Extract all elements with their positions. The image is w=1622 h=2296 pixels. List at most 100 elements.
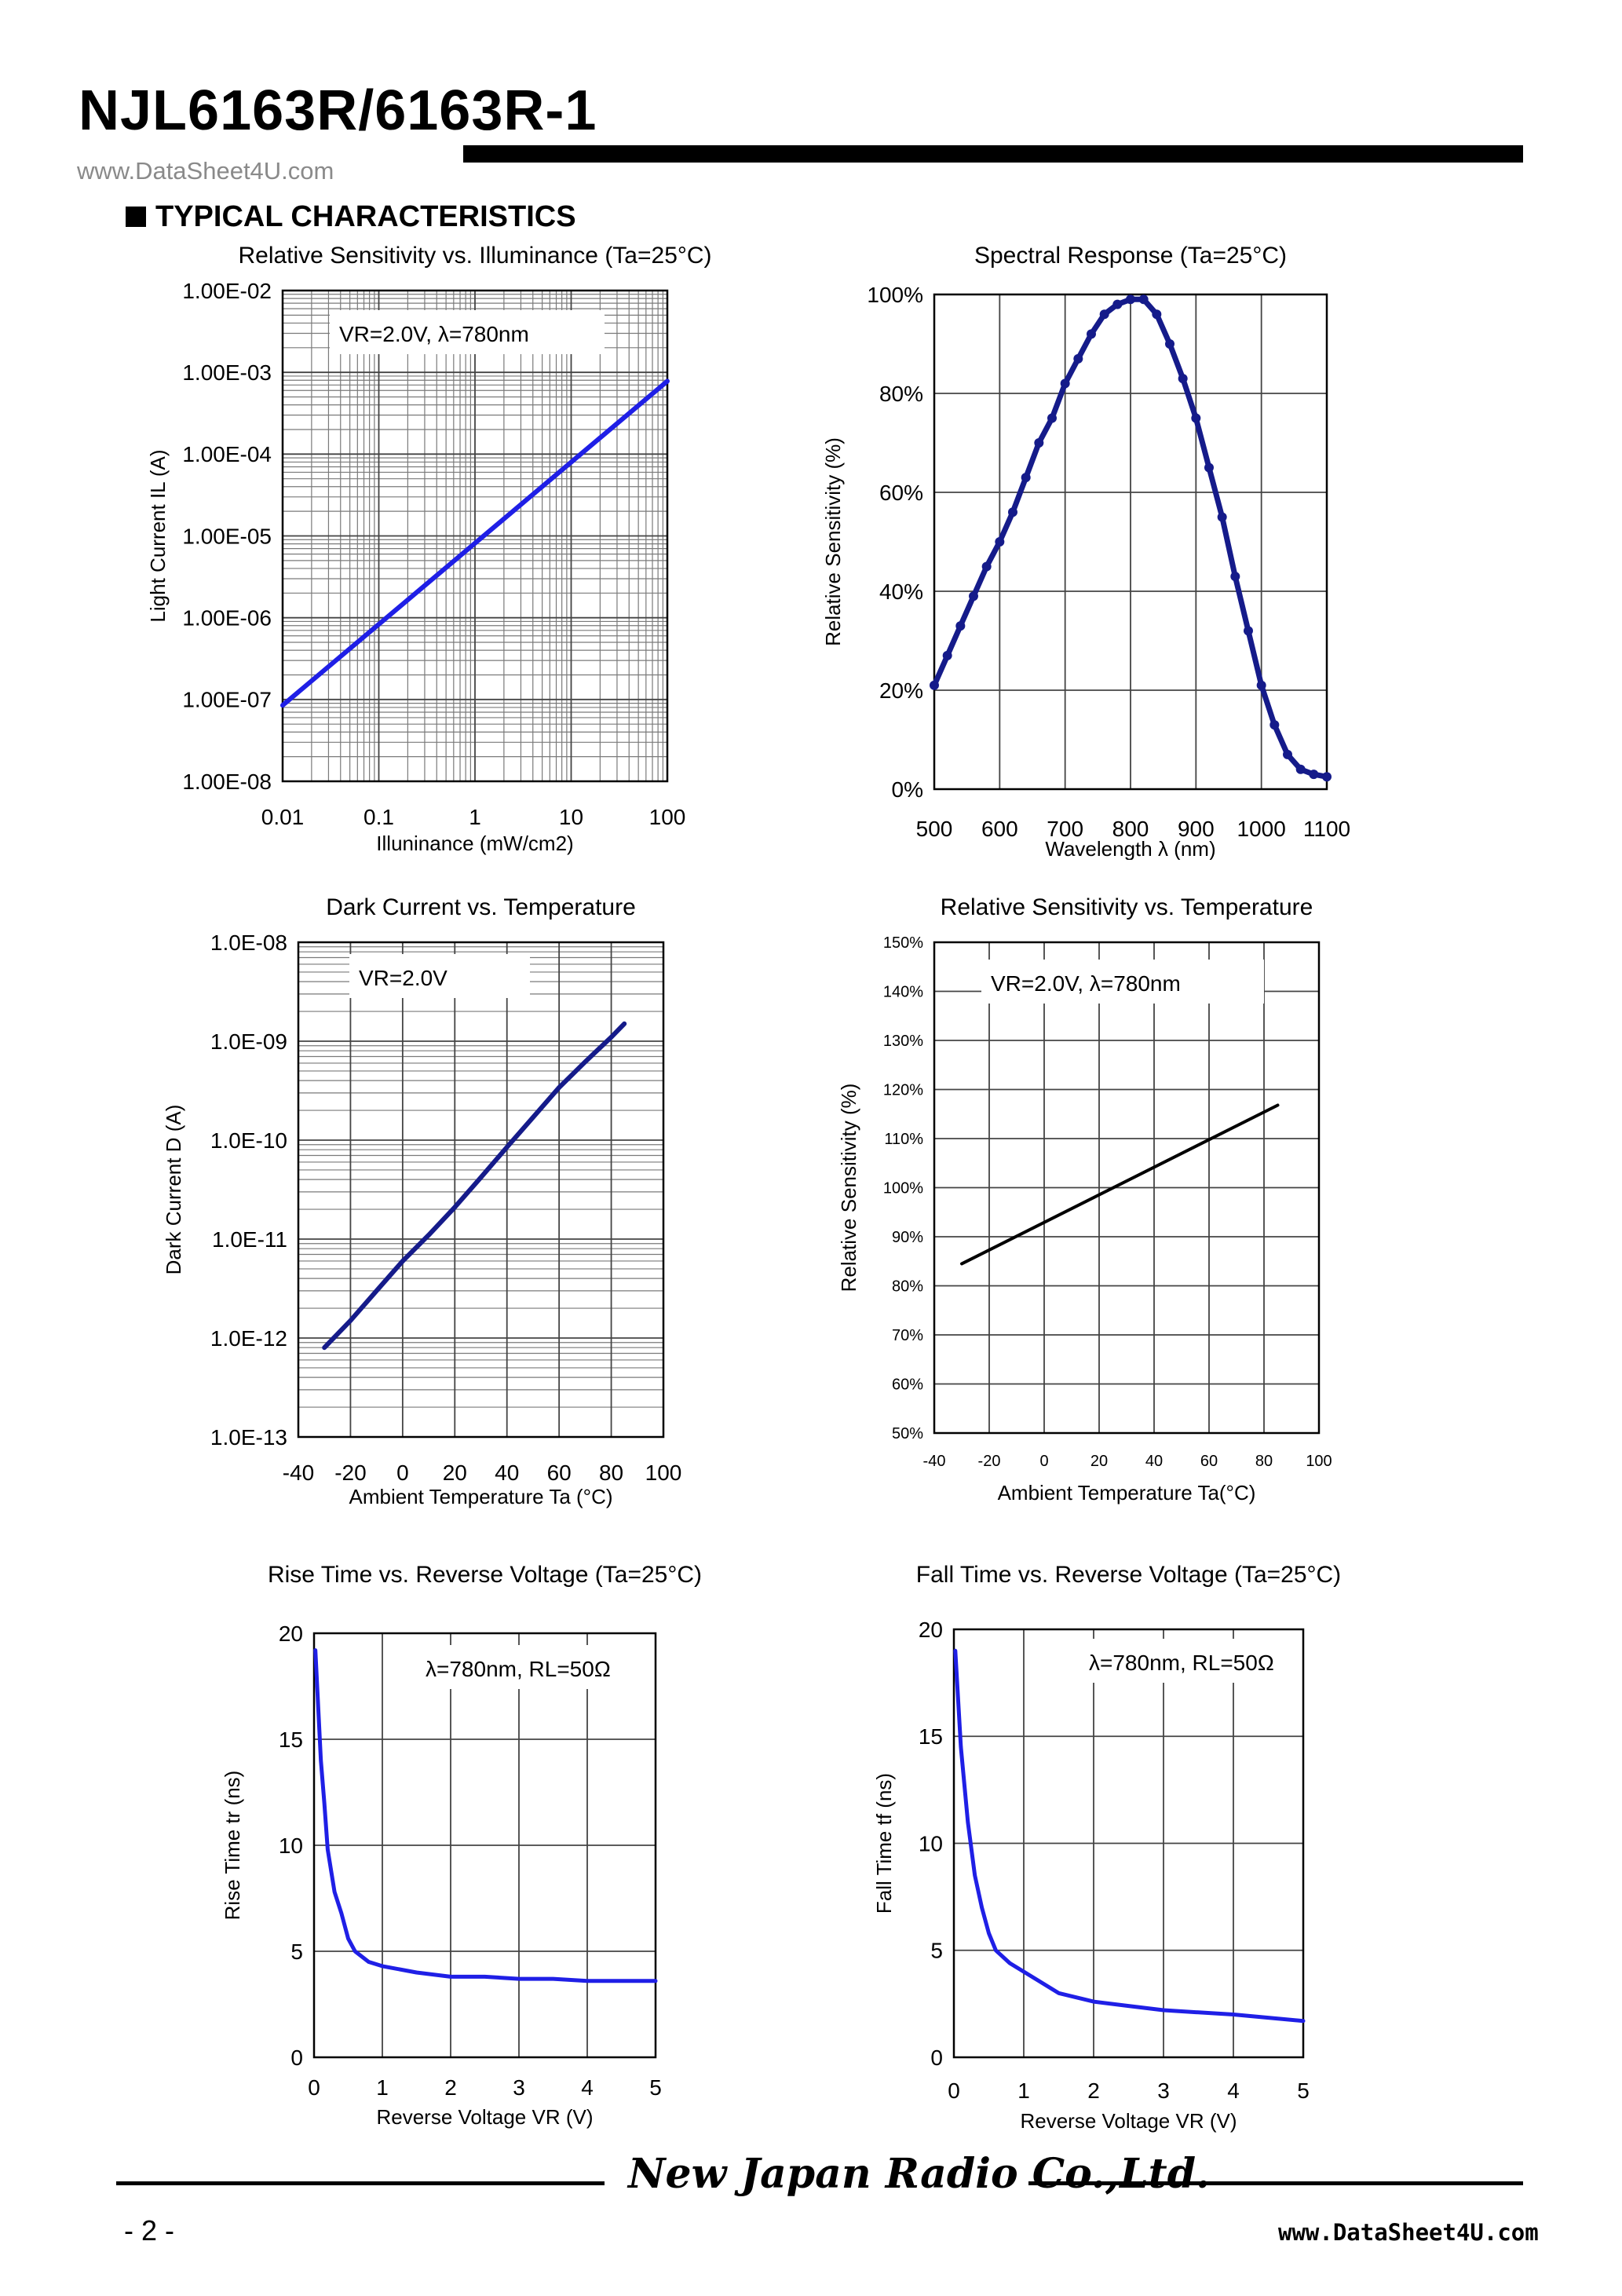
data-point <box>1204 462 1214 473</box>
chart-title: Relative Sensitivity vs. Temperature <box>941 894 1313 920</box>
x-tick-label: 0 <box>948 2078 960 2103</box>
x-tick-label: 0 <box>1039 1453 1048 1470</box>
data-point <box>1126 294 1135 305</box>
footer-rule-right <box>1028 2181 1523 2185</box>
y-tick-label: 60% <box>879 481 923 505</box>
x-tick-label: 20 <box>443 1461 467 1485</box>
y-tick-label: 10 <box>919 1831 943 1855</box>
x-tick-label: -20 <box>978 1453 1001 1470</box>
data-point <box>1244 626 1253 636</box>
annotation-bg <box>349 954 530 998</box>
series-line <box>313 1648 658 1983</box>
data-point <box>1047 413 1057 423</box>
x-tick-label: 3 <box>1157 2078 1170 2103</box>
x-tick-label: 500 <box>916 817 953 841</box>
x-axis-label: Reverse Voltage VR (V) <box>1020 2109 1237 2133</box>
y-tick-label: 20 <box>919 1618 943 1642</box>
watermark-text: www.DataSheet4U.com <box>77 157 334 185</box>
section-title: TYPICAL CHARACTERISTICS <box>126 200 576 234</box>
data-point <box>1295 764 1306 774</box>
chart-dark-current: -40 -20 0 20 40 60 80 100 1.0E-13 1.0E-12 1.0E-11 1… <box>162 894 681 1508</box>
x-tick-label: 800 <box>1112 817 1149 841</box>
x-tick-label: 20 <box>1090 1453 1108 1470</box>
x-tick-label: 10 <box>559 805 583 829</box>
series-line <box>953 1648 1306 2024</box>
chart-illuminance: 0.01 0.1 1 10 100 1.00E-08 1.00E-07 1.00E-06 1.0… <box>146 243 712 855</box>
x-tick-label: 600 <box>981 817 1018 841</box>
data-point <box>1230 572 1240 582</box>
x-tick-label: 1 <box>469 805 481 829</box>
data-point <box>1165 339 1174 349</box>
x-axis-label: Wavelength λ (nm) <box>1045 837 1215 860</box>
chart-annotation: VR=2.0V, λ=780nm <box>991 971 1181 996</box>
x-tick-label: -20 <box>334 1461 366 1485</box>
x-tick-label: -40 <box>923 1453 946 1470</box>
y-tick-label: 1.00E-05 <box>182 524 272 548</box>
square-bullet-icon <box>126 207 146 227</box>
x-tick-label: 0.01 <box>261 805 305 829</box>
data-point <box>981 561 992 572</box>
chart-annotation: λ=780nm, RL=50Ω <box>426 1657 611 1681</box>
x-tick-label: 1000 <box>1237 817 1286 841</box>
plot-frame <box>312 1632 657 2059</box>
x-tick-label: 1 <box>376 2075 389 2100</box>
data-point <box>1322 772 1332 782</box>
y-tick-label: 5 <box>290 1940 303 1964</box>
data-point <box>1191 413 1201 423</box>
y-tick-label: 10 <box>279 1834 303 1858</box>
x-tick-label: 900 <box>1178 817 1215 841</box>
y-tick-label: 1.00E-07 <box>182 688 272 712</box>
annotation-bg <box>981 960 1264 1004</box>
page-number: - 2 - <box>124 2214 175 2247</box>
data-point <box>942 650 952 660</box>
chart-title: Relative Sensitivity vs. Illuminance (Ta… <box>238 243 711 269</box>
data-point <box>1178 374 1188 384</box>
y-axis-label: Dark Current D (A) <box>162 1105 185 1275</box>
x-axis-label: Reverse Voltage VR (V) <box>376 2105 593 2129</box>
data-point <box>1087 329 1096 339</box>
y-tick-label: 80% <box>892 1278 923 1296</box>
y-tick-label: 1.00E-02 <box>182 279 272 303</box>
plot-frame <box>933 941 1321 1435</box>
x-tick-label: 40 <box>1145 1453 1163 1470</box>
chart-rise-time: 0 1 2 3 4 5 0 5 10 15 20 λ=780nm, RL=50Ω Rise Time v… <box>221 1562 702 2129</box>
footer-url: www.DataSheet4U.com <box>1278 2219 1539 2246</box>
data-point <box>1060 378 1070 389</box>
x-tick-label: 2 <box>1087 2078 1100 2103</box>
plot-frame <box>297 941 665 1439</box>
y-tick-label: 120% <box>883 1082 923 1099</box>
y-tick-label: 90% <box>892 1229 923 1246</box>
plot-frame <box>281 289 669 783</box>
y-axis-label: Relative Sensitivity (%) <box>837 1084 860 1292</box>
x-axis-label: Ambient Temperature Ta (°C) <box>349 1485 612 1508</box>
x-tick-label: 60 <box>547 1461 572 1485</box>
x-tick-label: 3 <box>513 2075 525 2100</box>
section-title-text: TYPICAL CHARACTERISTICS <box>155 200 576 233</box>
plot-frame <box>933 293 1328 791</box>
x-tick-label: 0 <box>396 1461 409 1485</box>
y-tick-label: 5 <box>930 1939 943 1963</box>
data-point <box>1099 309 1109 320</box>
y-tick-label: 80% <box>879 382 923 406</box>
data-point <box>1269 720 1280 730</box>
y-tick-label: 1.0E-13 <box>210 1425 287 1450</box>
x-tick-label: 1 <box>1017 2078 1030 2103</box>
x-tick-label: 40 <box>495 1461 519 1485</box>
x-tick-label: 80 <box>1255 1453 1273 1470</box>
chart-spectral-response: 500 600 700 800 900 1000 1100 0% 20% 40% 60% 80% 100… <box>821 243 1350 860</box>
data-point <box>1283 749 1292 759</box>
data-point <box>1309 770 1319 780</box>
x-axis-label: Ambient Temperature Ta(°C) <box>998 1481 1256 1504</box>
series-line <box>280 378 670 708</box>
data-point <box>1021 473 1031 483</box>
x-tick-label: 700 <box>1047 817 1083 841</box>
chart-annotation: λ=780nm, RL=50Ω <box>1089 1651 1274 1675</box>
y-tick-label: 0% <box>892 777 923 802</box>
x-tick-label: 0 <box>308 2075 320 2100</box>
chart-fall-time: 0 1 2 3 4 5 0 5 10 15 20 λ=780nm, RL=50Ω Fall Time v… <box>872 1562 1341 2133</box>
x-axis-label: Illuninance (mW/cm2) <box>376 832 573 855</box>
y-tick-label: 15 <box>279 1727 303 1752</box>
data-point <box>1138 294 1149 305</box>
data-point <box>1073 353 1083 364</box>
